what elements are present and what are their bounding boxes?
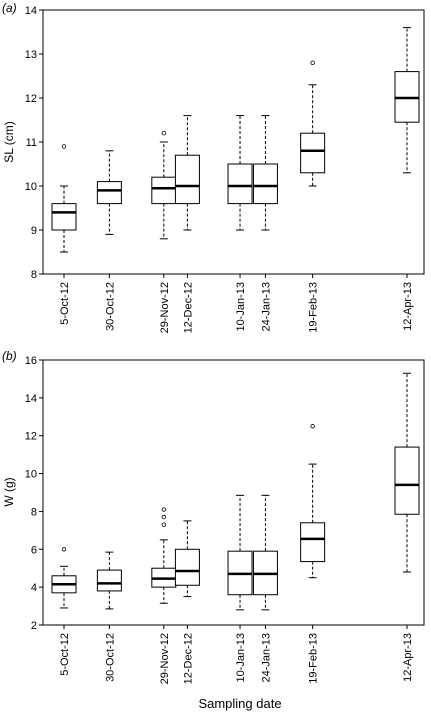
y-tick-label: 14	[25, 393, 37, 405]
outlier-point	[161, 522, 167, 527]
x-tick-label: 12-Dec-12	[182, 282, 194, 333]
x-tick-label: 24-Jan-13	[260, 633, 272, 683]
box	[300, 132, 326, 174]
y-tick-label: 12	[25, 431, 37, 443]
y-tick-label: 13	[25, 49, 37, 61]
y-tick-label: 4	[31, 582, 37, 594]
y-tick-label: 8	[31, 506, 37, 518]
outlier-point	[310, 60, 315, 65]
outlier-point	[161, 514, 167, 520]
y-tick-label: 9	[31, 225, 37, 237]
panel-a: (a) SL (cm) 8 9 10 11 12 13 14 5-Oct-12 30-Oct-12 2…	[2, 1, 425, 333]
y-axis-title: W (g)	[2, 477, 16, 506]
x-tick-label: 12-Dec-12	[182, 633, 194, 684]
panel-label: (b)	[2, 349, 17, 363]
box	[174, 154, 200, 205]
box	[51, 203, 77, 231]
box	[300, 522, 326, 563]
y-tick-label: 6	[31, 544, 37, 556]
y-tick-label: 16	[25, 355, 37, 367]
y-tick-label: 8	[31, 269, 37, 281]
x-axis-title: Sampling date	[198, 696, 281, 711]
x-tick-label: 12-Apr-13	[402, 282, 414, 331]
panel-label: (a)	[2, 1, 17, 15]
x-tick-label: 10-Jan-13	[235, 282, 247, 332]
outlier-point	[161, 507, 167, 512]
panel-b: (b) W (g) 2 4 6 8 10 12 14 16 5-Oct-12 30-Oct-12 29-…	[2, 349, 425, 684]
x-tick-label: 30-Oct-12	[104, 633, 116, 682]
y-tick-label: 10	[25, 181, 37, 193]
box	[96, 569, 122, 592]
box	[96, 181, 122, 205]
x-tick-label: 10-Jan-13	[235, 633, 247, 683]
x-tick-label: 30-Oct-12	[104, 282, 116, 331]
x-tick-label: 5-Oct-12	[59, 633, 71, 676]
plot-frame	[42, 359, 425, 626]
box	[227, 163, 253, 205]
outlier-point	[161, 130, 167, 136]
x-tick-label: 19-Feb-13	[308, 633, 320, 684]
outlier-point	[61, 144, 67, 149]
plot-frame	[42, 9, 425, 275]
box	[394, 446, 420, 515]
box	[252, 163, 278, 205]
box	[151, 176, 177, 205]
y-tick-label: 12	[25, 93, 37, 105]
outlier-point	[61, 547, 67, 552]
outlier-point	[310, 424, 315, 429]
x-tick-label: 24-Jan-13	[260, 282, 272, 332]
y-tick-label: 14	[25, 5, 37, 17]
x-tick-label: 19-Feb-13	[308, 282, 320, 333]
y-tick-label: 10	[25, 469, 37, 481]
y-tick-label: 2	[31, 620, 37, 632]
x-tick-label: 5-Oct-12	[59, 282, 71, 325]
x-tick-label: 29-Nov-12	[159, 633, 171, 684]
y-axis-title: SL (cm)	[2, 121, 16, 163]
box	[174, 548, 200, 586]
x-tick-label: 12-Apr-13	[402, 633, 414, 682]
y-tick-label: 11	[26, 137, 37, 149]
x-tick-label: 29-Nov-12	[159, 282, 171, 333]
